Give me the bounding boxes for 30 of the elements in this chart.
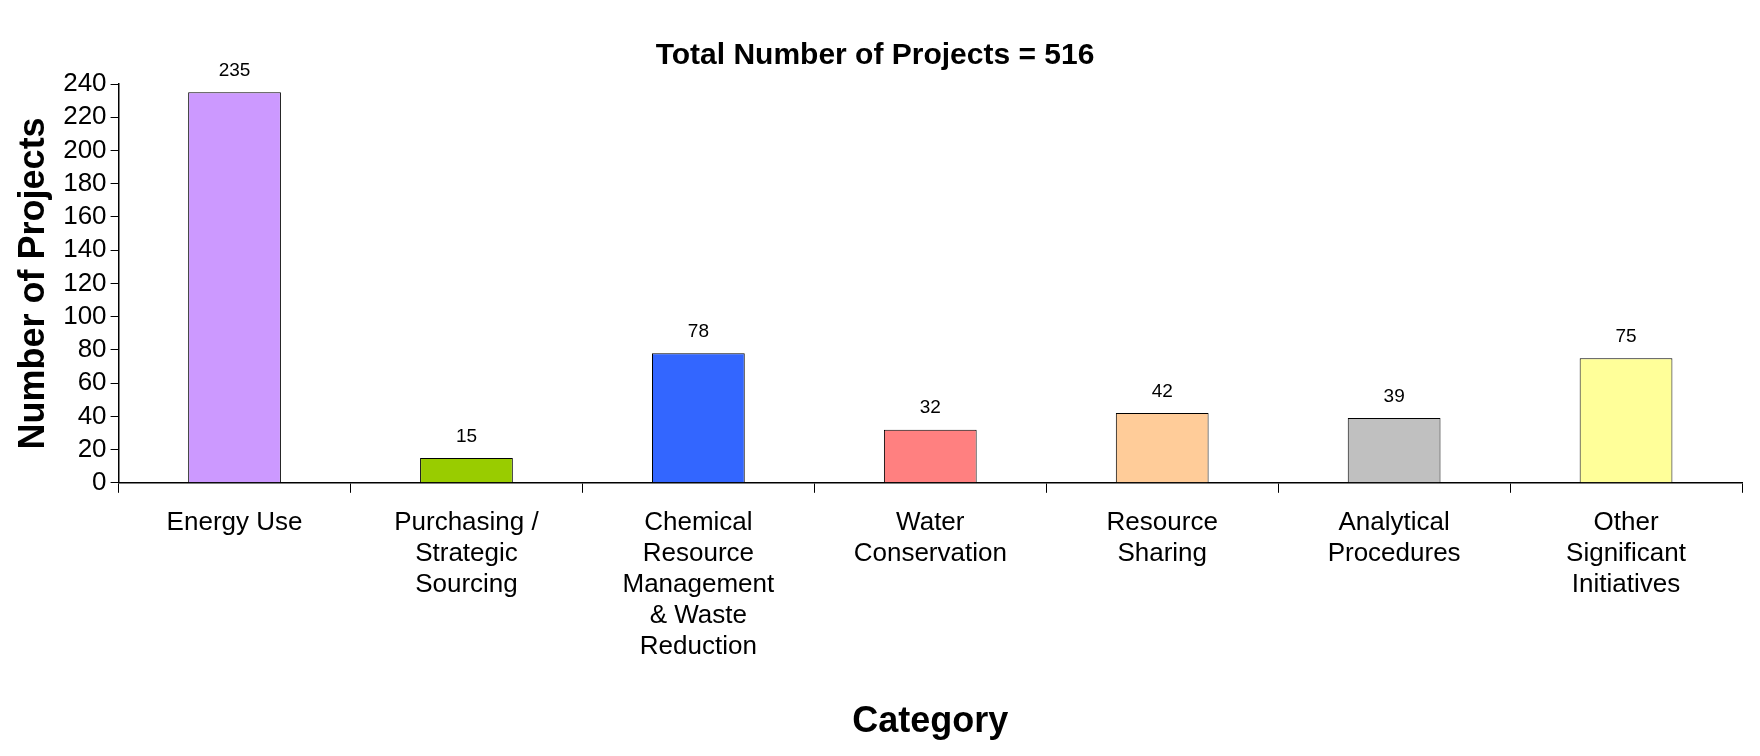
y-tick-label: 20 — [77, 432, 107, 463]
data-label: 42 — [1151, 379, 1173, 401]
x-tick-label: Resource Sharing — [1106, 505, 1218, 567]
y-tick-label: 200 — [63, 133, 107, 164]
y-axis-title: Number of Projects — [10, 117, 52, 450]
x-tick-label: Analytical Procedures — [1327, 505, 1461, 567]
y-tick-label: 160 — [63, 200, 107, 231]
y-tick-label: 80 — [77, 333, 107, 364]
x-tick-label: Other Significant Initiatives — [1566, 505, 1687, 598]
y-tick-label: 240 — [63, 67, 107, 98]
data-label: 75 — [1615, 324, 1637, 346]
x-axis-title: Category — [852, 699, 1009, 741]
y-tick-label: 60 — [77, 366, 107, 397]
data-label: 235 — [218, 59, 251, 81]
y-tick-label: 180 — [63, 166, 107, 197]
y-tick-label: 220 — [63, 100, 107, 131]
data-label: 39 — [1383, 384, 1405, 406]
x-tick-label: Energy Use — [166, 505, 303, 536]
y-tick-label: 0 — [92, 465, 107, 496]
chart-title: Total Number of Projects = 516 — [655, 37, 1095, 71]
data-label: 78 — [687, 319, 709, 341]
x-tick-label: Purchasing / Strategic Sourcing — [394, 505, 540, 598]
x-tick-label: Chemical Resource Management & Waste Reduction — [622, 505, 776, 661]
y-tick-label: 40 — [77, 399, 107, 430]
y-tick-label: 100 — [63, 299, 107, 330]
x-tick-label: Water Conservation — [853, 505, 1007, 567]
data-label: 32 — [919, 396, 941, 418]
data-label: 15 — [455, 424, 478, 446]
y-tick-label: 140 — [63, 233, 107, 264]
y-tick-label: 120 — [63, 266, 107, 297]
